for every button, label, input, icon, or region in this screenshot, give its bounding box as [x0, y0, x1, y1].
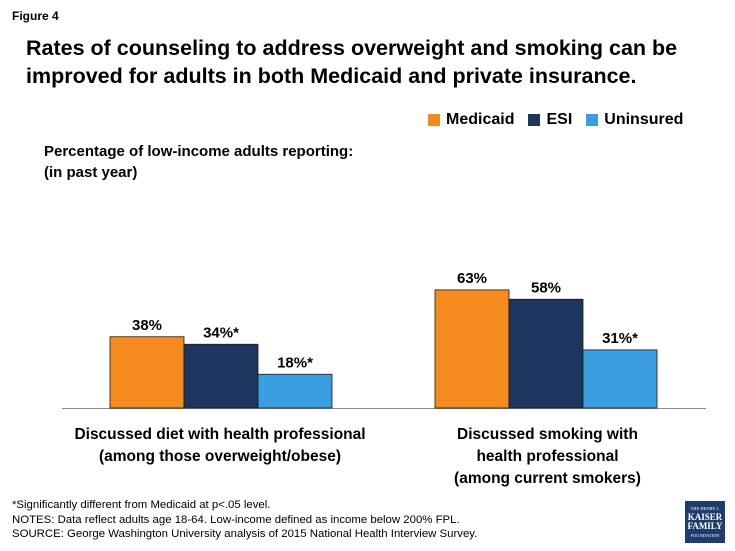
category-label-diet-line-1: Discussed diet with health professional	[74, 426, 366, 443]
legend-swatch-uninsured	[586, 114, 599, 126]
legend-item-esi: ESI	[528, 111, 572, 129]
legend-swatch-medicaid	[428, 114, 440, 126]
legend-item-medicaid: Medicaid	[428, 111, 514, 129]
data-label-uninsured-diet: 18%*	[277, 354, 313, 371]
logo-line-1: THE HENRY J.	[690, 506, 720, 511]
legend-item-uninsured: Uninsured	[586, 111, 683, 129]
data-label-medicaid-smoking: 63%	[457, 270, 487, 287]
figure-label: Figure 4	[12, 9, 59, 23]
logo-line-3: FOUNDATION	[690, 533, 720, 538]
kff-logo: THE HENRY J. KAISER FAMILY FOUNDATION	[685, 501, 725, 543]
legend: Medicaid ESI Uninsured	[428, 111, 683, 129]
y-axis-label-line-1: Percentage of low-income adults reportin…	[44, 143, 354, 160]
bar-medicaid-diet	[109, 336, 185, 409]
data-label-uninsured-smoking: 31%*	[602, 330, 638, 347]
bar-uninsured-diet	[257, 373, 333, 409]
footnote-notes: NOTES: Data reflect adults age 18-64. Lo…	[12, 513, 460, 526]
category-label-smoking-line-1: Discussed smoking with	[457, 426, 638, 443]
category-label-diet: Discussed diet with health professional …	[45, 424, 395, 468]
data-label-medicaid-diet: 38%	[132, 317, 162, 334]
y-axis-label-line-2: (in past year)	[44, 164, 138, 181]
footnotes: *Significantly different from Medicaid a…	[12, 498, 477, 542]
footnote-source: SOURCE: George Washington University ana…	[12, 528, 478, 540]
y-axis-label: Percentage of low-income adults reportin…	[44, 141, 353, 183]
legend-label-medicaid: Medicaid	[446, 111, 515, 128]
legend-label-esi: ESI	[546, 111, 573, 128]
data-label-esi-smoking: 58%	[531, 279, 561, 296]
bar-esi-smoking	[508, 298, 584, 409]
logo-line-2b: FAMILY	[687, 521, 723, 531]
bar-esi-diet	[183, 343, 259, 409]
logo-line-2a: KAISER	[687, 512, 723, 522]
category-label-smoking: Discussed smoking with health profession…	[400, 424, 695, 490]
category-label-diet-line-2: (among those overweight/obese)	[98, 448, 341, 465]
bar-medicaid-smoking	[434, 289, 510, 409]
category-label-smoking-line-2: health professional	[476, 448, 619, 465]
data-label-esi-diet: 34%*	[203, 324, 239, 341]
chart-title: Rates of counseling to address overweigh…	[26, 36, 678, 88]
footnote-significance: *Significantly different from Medicaid a…	[12, 499, 271, 511]
legend-swatch-esi	[528, 114, 541, 126]
legend-label-uninsured: Uninsured	[604, 111, 684, 128]
category-label-smoking-line-3: (among current smokers)	[454, 470, 641, 487]
bar-uninsured-smoking	[582, 349, 658, 409]
